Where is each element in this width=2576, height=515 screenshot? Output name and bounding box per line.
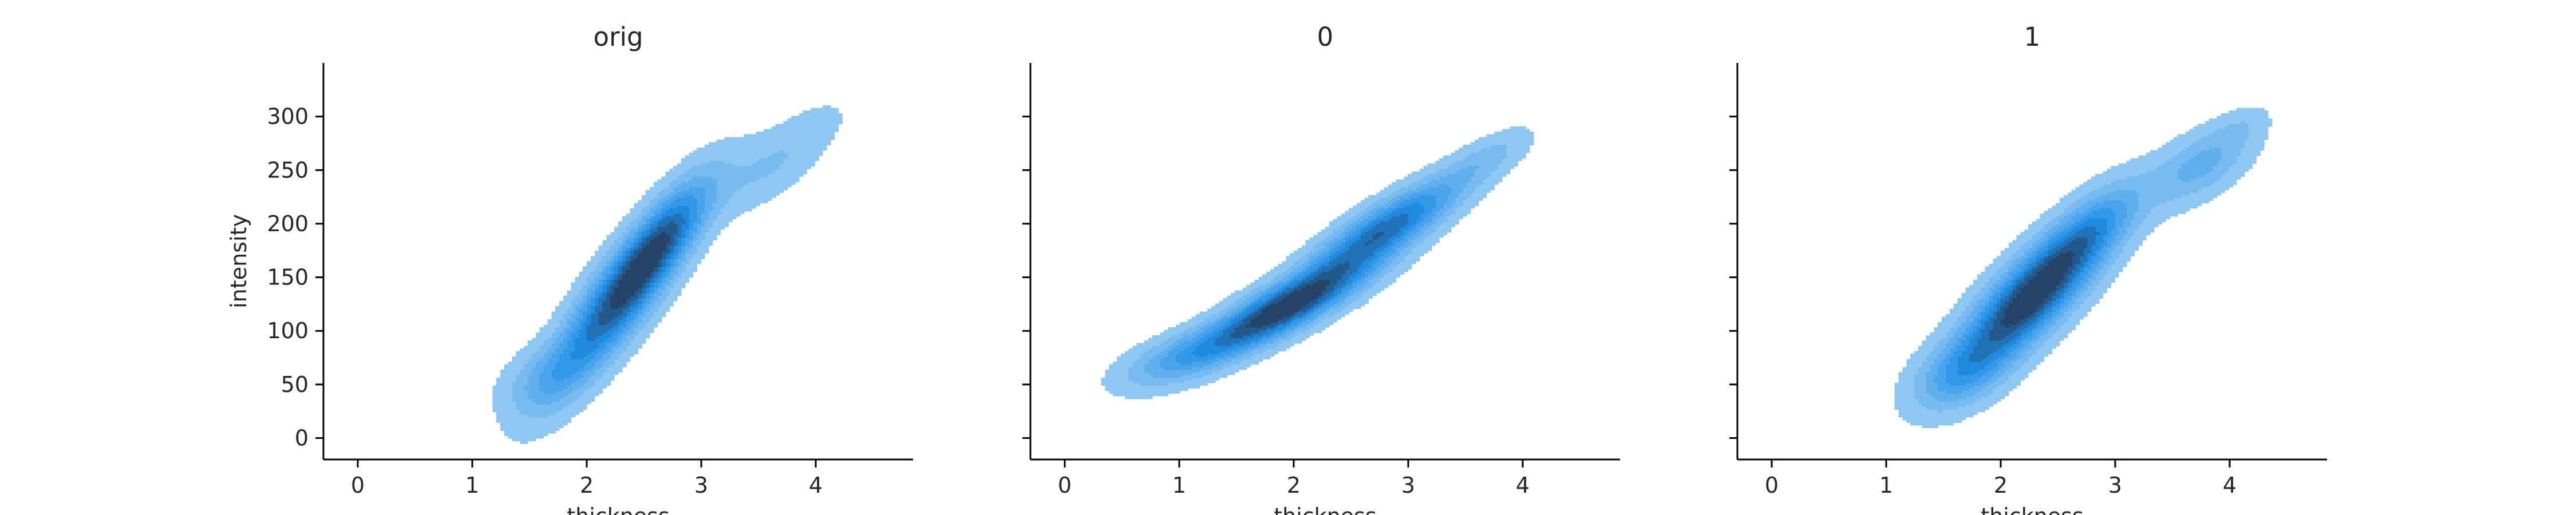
density-level-9 [610, 232, 670, 310]
x-tick-label: 1 [1172, 473, 1186, 498]
x-tick-label: 3 [2108, 473, 2122, 498]
density-contours [1101, 126, 1534, 399]
x-tick-label: 2 [1994, 473, 2008, 498]
x-tick-label: 2 [1287, 473, 1301, 498]
panel-1: 1 thickness 0 1 2 3 4 [1729, 22, 2327, 515]
x-tick-label: 4 [809, 473, 823, 498]
y-tick-label: 300 [267, 104, 309, 129]
x-tick-label: 2 [580, 473, 594, 498]
density-level-9 [2001, 251, 2076, 328]
panel-title: orig [593, 22, 643, 52]
x-tick-label: 4 [2223, 473, 2237, 498]
y-axis-label: intensity [226, 214, 251, 308]
x-tick-label: 1 [1879, 473, 1893, 498]
x-tick-label: 0 [351, 473, 365, 498]
panel-title: 1 [2024, 22, 2041, 52]
y-tick-label: 100 [267, 318, 309, 343]
x-tick-label: 4 [1516, 473, 1530, 498]
y-tick-label: 50 [281, 372, 309, 397]
x-axis-label: thickness [567, 504, 670, 515]
x-tick-label: 1 [465, 473, 479, 498]
y-tick-label: 0 [295, 426, 309, 451]
density-contours [1894, 108, 2273, 429]
x-axis-label: thickness [1274, 504, 1377, 515]
panel-orig: orig thickness intensity 0 1 2 3 4 0 50 100 150 2… [226, 22, 913, 515]
panel-0: 0 thickness 0 1 2 3 4 [1022, 22, 1620, 515]
x-axis-label: thickness [1981, 504, 2084, 515]
x-tick-label: 0 [1058, 473, 1072, 498]
density-contours [492, 105, 843, 444]
y-tick-label: 250 [267, 157, 309, 183]
y-tick-label: 200 [267, 211, 309, 236]
density-level-9 [1246, 279, 1330, 328]
x-tick-label: 0 [1765, 473, 1779, 498]
x-tick-label: 3 [694, 473, 708, 498]
x-tick-label: 3 [1401, 473, 1415, 498]
panel-title: 0 [1317, 22, 1334, 52]
y-tick-label: 150 [267, 265, 309, 290]
